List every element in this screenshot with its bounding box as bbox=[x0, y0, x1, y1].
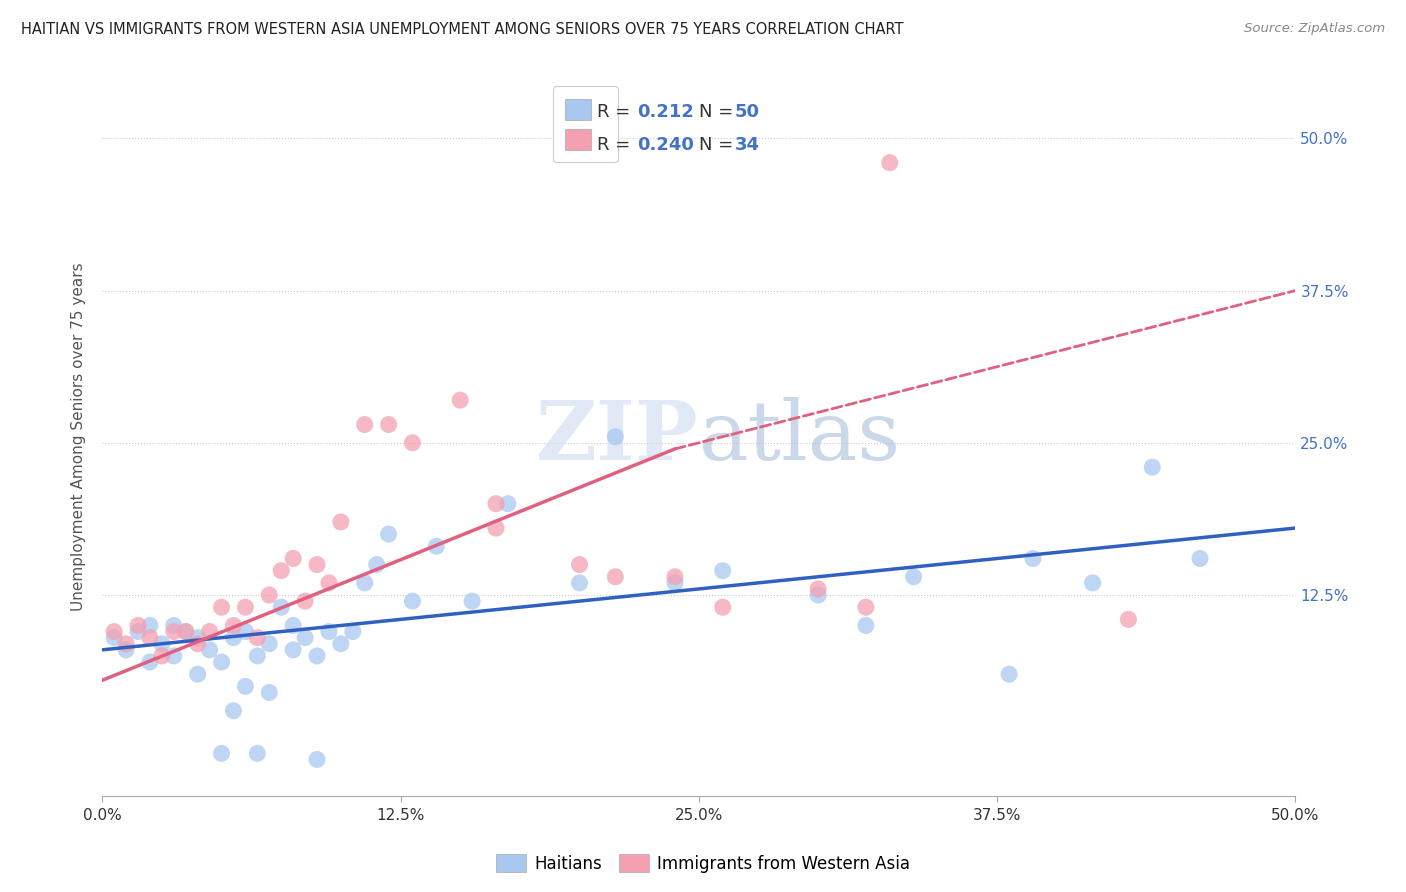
Point bbox=[139, 655, 162, 669]
Point bbox=[270, 564, 292, 578]
Point bbox=[605, 430, 627, 444]
Point bbox=[1118, 612, 1140, 626]
Point bbox=[807, 588, 830, 602]
Point bbox=[103, 631, 125, 645]
Point bbox=[449, 393, 471, 408]
Point bbox=[259, 588, 281, 602]
Point bbox=[1142, 460, 1164, 475]
Point bbox=[1188, 551, 1211, 566]
Point bbox=[163, 648, 186, 663]
Point bbox=[281, 643, 304, 657]
Point bbox=[353, 417, 375, 432]
Text: atlas: atlas bbox=[699, 397, 901, 476]
Point bbox=[139, 631, 162, 645]
Point bbox=[425, 539, 447, 553]
Point bbox=[1081, 575, 1104, 590]
Point bbox=[711, 564, 734, 578]
Point bbox=[294, 594, 316, 608]
Point bbox=[246, 747, 269, 761]
Point bbox=[342, 624, 364, 639]
Legend: , : , bbox=[553, 87, 617, 162]
Text: 0.212: 0.212 bbox=[637, 103, 693, 120]
Point bbox=[664, 570, 686, 584]
Text: R =: R = bbox=[598, 103, 637, 120]
Point bbox=[329, 515, 352, 529]
Point bbox=[353, 575, 375, 590]
Y-axis label: Unemployment Among Seniors over 75 years: Unemployment Among Seniors over 75 years bbox=[72, 262, 86, 611]
Point bbox=[222, 631, 245, 645]
Point bbox=[485, 497, 508, 511]
Point bbox=[568, 558, 591, 572]
Point bbox=[401, 594, 423, 608]
Point bbox=[366, 558, 388, 572]
Point bbox=[855, 618, 877, 632]
Point bbox=[807, 582, 830, 596]
Point bbox=[855, 600, 877, 615]
Point bbox=[605, 570, 627, 584]
Legend: Haitians, Immigrants from Western Asia: Haitians, Immigrants from Western Asia bbox=[489, 847, 917, 880]
Point bbox=[187, 667, 209, 681]
Point bbox=[305, 648, 328, 663]
Point bbox=[1022, 551, 1045, 566]
Text: 0.240: 0.240 bbox=[637, 136, 693, 154]
Point bbox=[496, 497, 519, 511]
Point bbox=[235, 624, 257, 639]
Point bbox=[401, 435, 423, 450]
Point bbox=[174, 624, 197, 639]
Point bbox=[115, 637, 138, 651]
Point bbox=[222, 618, 245, 632]
Point bbox=[103, 624, 125, 639]
Text: R =: R = bbox=[598, 136, 637, 154]
Point bbox=[485, 521, 508, 535]
Point bbox=[281, 618, 304, 632]
Point bbox=[187, 631, 209, 645]
Point bbox=[235, 679, 257, 693]
Point bbox=[664, 575, 686, 590]
Point bbox=[163, 618, 186, 632]
Text: N =: N = bbox=[699, 103, 738, 120]
Point bbox=[211, 600, 233, 615]
Point bbox=[711, 600, 734, 615]
Point bbox=[259, 637, 281, 651]
Point bbox=[318, 575, 340, 590]
Point bbox=[568, 575, 591, 590]
Point bbox=[377, 417, 399, 432]
Point bbox=[318, 624, 340, 639]
Point bbox=[329, 637, 352, 651]
Point bbox=[115, 643, 138, 657]
Point bbox=[198, 643, 221, 657]
Point bbox=[150, 637, 173, 651]
Point bbox=[461, 594, 484, 608]
Point bbox=[150, 648, 173, 663]
Point bbox=[259, 685, 281, 699]
Point bbox=[198, 624, 221, 639]
Point bbox=[879, 155, 901, 169]
Point bbox=[139, 618, 162, 632]
Point bbox=[305, 558, 328, 572]
Point bbox=[187, 637, 209, 651]
Text: 50: 50 bbox=[734, 103, 759, 120]
Point bbox=[270, 600, 292, 615]
Point bbox=[246, 631, 269, 645]
Point bbox=[246, 648, 269, 663]
Point bbox=[377, 527, 399, 541]
Point bbox=[281, 551, 304, 566]
Text: N =: N = bbox=[699, 136, 738, 154]
Point bbox=[222, 704, 245, 718]
Point bbox=[998, 667, 1021, 681]
Point bbox=[211, 655, 233, 669]
Point bbox=[903, 570, 925, 584]
Point bbox=[163, 624, 186, 639]
Point bbox=[211, 747, 233, 761]
Text: ZIP: ZIP bbox=[536, 397, 699, 476]
Point bbox=[174, 624, 197, 639]
Point bbox=[235, 600, 257, 615]
Point bbox=[305, 752, 328, 766]
Text: Source: ZipAtlas.com: Source: ZipAtlas.com bbox=[1244, 22, 1385, 36]
Text: HAITIAN VS IMMIGRANTS FROM WESTERN ASIA UNEMPLOYMENT AMONG SENIORS OVER 75 YEARS: HAITIAN VS IMMIGRANTS FROM WESTERN ASIA … bbox=[21, 22, 904, 37]
Text: 34: 34 bbox=[734, 136, 759, 154]
Point bbox=[127, 624, 149, 639]
Point bbox=[294, 631, 316, 645]
Point bbox=[127, 618, 149, 632]
